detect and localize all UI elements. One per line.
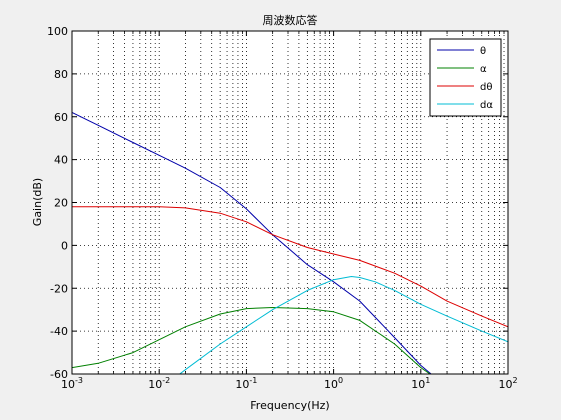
axis-ticks bbox=[71, 30, 509, 375]
legend-label: α bbox=[480, 64, 487, 75]
x-tick-label: 10-1 bbox=[235, 376, 257, 391]
y-tick-label: 20 bbox=[54, 197, 68, 210]
x-tick-label: 102 bbox=[498, 376, 517, 391]
series-line bbox=[72, 206, 508, 328]
x-axis-label: Frequency(Hz) bbox=[250, 399, 329, 412]
x-tick-label: 10-3 bbox=[61, 376, 83, 391]
legend-label: dθ bbox=[480, 82, 492, 93]
y-tick-label: 80 bbox=[54, 68, 68, 81]
series-line bbox=[72, 307, 431, 374]
y-tick-label: 100 bbox=[47, 25, 68, 38]
series-lines bbox=[72, 112, 508, 374]
x-tick-label: 100 bbox=[324, 376, 343, 391]
series-line bbox=[178, 276, 508, 374]
x-tick-label: 101 bbox=[411, 376, 430, 391]
y-tick-label: 40 bbox=[54, 154, 68, 167]
y-tick-label: 0 bbox=[61, 239, 68, 252]
legend-box bbox=[429, 38, 502, 117]
y-tick-label: -40 bbox=[50, 325, 68, 338]
x-tick-label: 10-2 bbox=[148, 376, 170, 391]
y-tick-label: -60 bbox=[50, 368, 68, 381]
legend: θα dθ dα bbox=[429, 38, 502, 117]
y-tick-label: -20 bbox=[50, 282, 68, 295]
legend-label: dα bbox=[480, 100, 493, 111]
chart-title: 周波数応答 bbox=[263, 13, 318, 27]
y-tick-labels: -60 -40 -20 0 20 40 60 80 100 bbox=[47, 25, 68, 381]
x-tick-labels: 10-3 10-2 10-1 100 101 102 bbox=[61, 376, 518, 391]
y-tick-label: 60 bbox=[54, 111, 68, 124]
y-axis-label: Gain(dB) bbox=[31, 178, 44, 226]
series-line bbox=[72, 112, 432, 374]
legend-label: θ bbox=[480, 46, 486, 57]
